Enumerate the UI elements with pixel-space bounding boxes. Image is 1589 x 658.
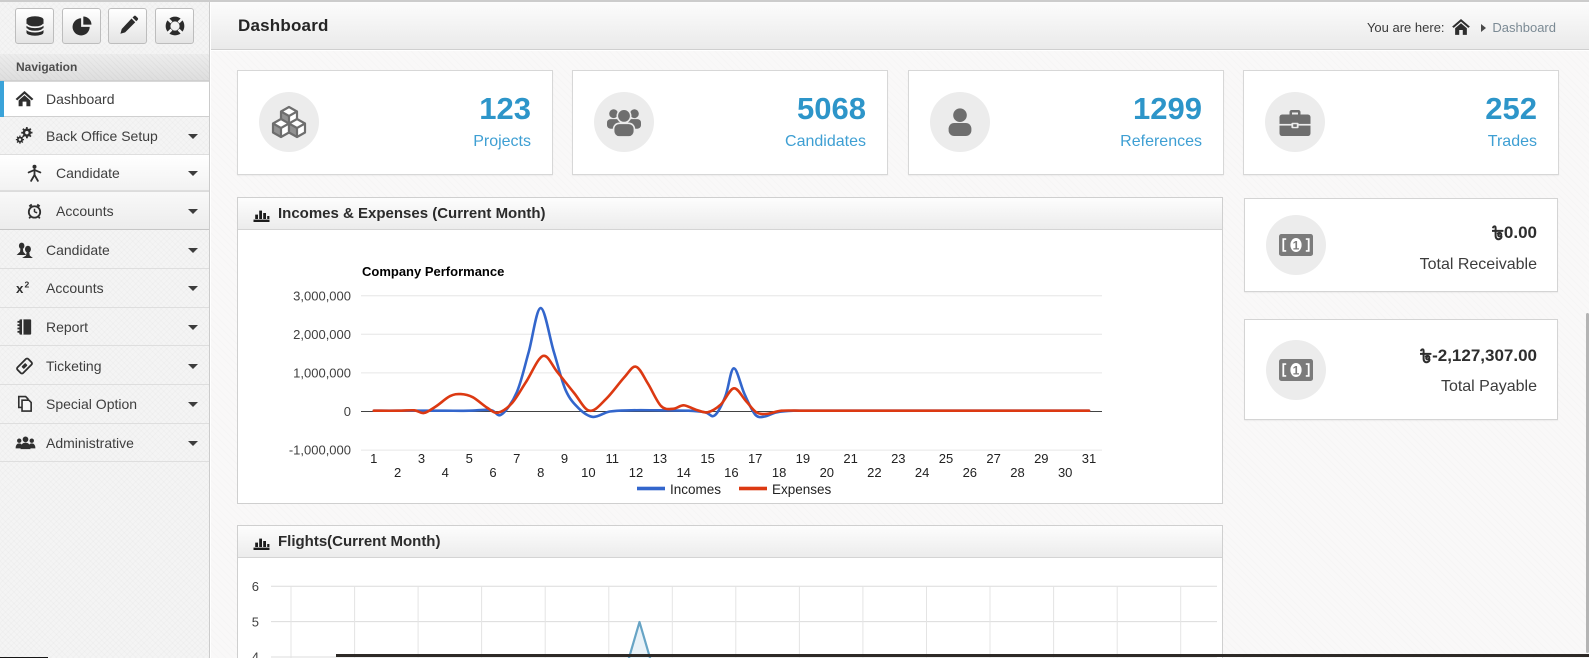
svg-text:Incomes: Incomes [670,482,721,497]
svg-text:19: 19 [796,451,810,466]
svg-text:x: x [16,282,24,297]
svg-text:26: 26 [963,465,977,480]
svg-text:14: 14 [676,465,690,480]
svg-text:29: 29 [1034,451,1048,466]
svg-text:16: 16 [724,465,738,480]
svg-text:3,000,000: 3,000,000 [293,288,351,303]
svg-text:27: 27 [986,451,1000,466]
svg-text:5: 5 [252,614,259,629]
svg-text:Company Performance: Company Performance [362,264,504,279]
svg-text:15: 15 [700,451,714,466]
svg-text:23: 23 [891,451,905,466]
svg-text:22: 22 [867,465,881,480]
svg-text:25: 25 [939,451,953,466]
svg-text:2,000,000: 2,000,000 [293,326,351,341]
svg-text:1: 1 [1293,363,1300,377]
svg-text:11: 11 [605,451,619,466]
svg-text:31: 31 [1082,451,1096,466]
svg-text:0: 0 [344,404,351,419]
svg-text:24: 24 [915,465,929,480]
svg-text:6: 6 [252,578,259,593]
svg-text:18: 18 [772,465,786,480]
svg-text:1: 1 [1293,238,1300,252]
svg-text:9: 9 [561,451,568,466]
svg-text:21: 21 [843,451,857,466]
svg-text:1,000,000: 1,000,000 [293,365,351,380]
svg-text:5: 5 [466,451,473,466]
svg-text:4: 4 [442,465,449,480]
svg-text:6: 6 [489,465,496,480]
svg-text:20: 20 [820,465,834,480]
svg-text:Expenses: Expenses [772,482,832,497]
svg-text:8: 8 [537,465,544,480]
svg-text:30: 30 [1058,465,1072,480]
svg-text:10: 10 [581,465,595,480]
svg-text:17: 17 [748,451,762,466]
svg-text:1: 1 [370,451,377,466]
svg-text:7: 7 [513,451,520,466]
svg-text:12: 12 [629,465,643,480]
svg-text:2: 2 [25,280,30,290]
svg-text:13: 13 [653,451,667,466]
svg-text:2: 2 [394,465,401,480]
svg-text:4: 4 [252,649,259,658]
svg-text:-1,000,000: -1,000,000 [289,442,351,457]
svg-text:3: 3 [418,451,425,466]
svg-text:28: 28 [1010,465,1024,480]
